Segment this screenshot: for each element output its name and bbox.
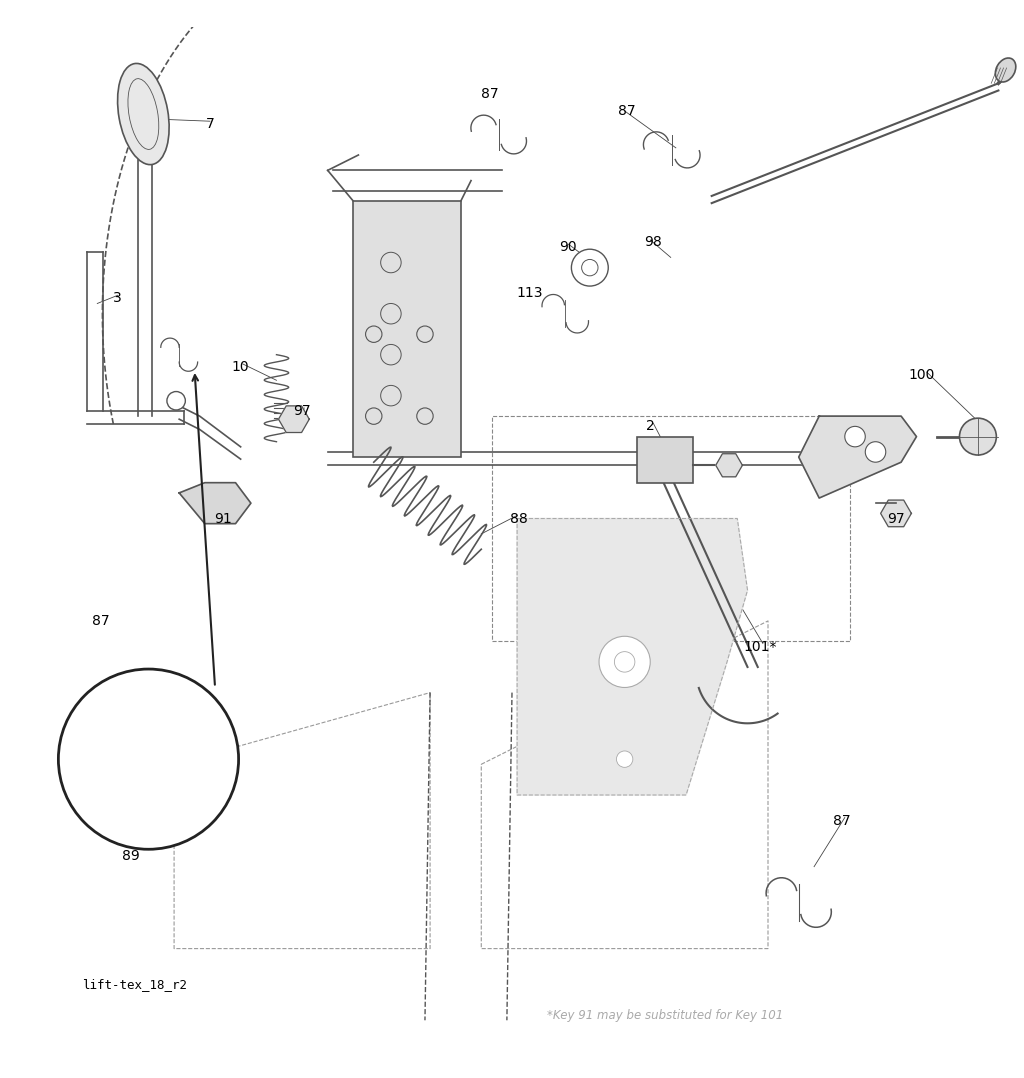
Text: 101*: 101* [743,639,776,653]
Text: 91: 91 [214,512,232,525]
Circle shape [582,260,598,276]
Circle shape [865,442,886,462]
Text: 87: 87 [480,86,499,100]
Polygon shape [716,454,742,476]
Text: 88: 88 [510,512,528,525]
Bar [492,416,850,641]
Text: 97: 97 [887,512,905,525]
Ellipse shape [995,58,1016,82]
Text: 10: 10 [231,360,250,374]
Polygon shape [179,483,251,524]
Text: 100: 100 [908,369,935,383]
Circle shape [167,391,185,410]
Text: lift-tex_18_r2: lift-tex_18_r2 [82,978,187,991]
Circle shape [599,636,650,688]
Circle shape [845,427,865,447]
Circle shape [58,669,239,849]
Text: 90: 90 [559,240,578,254]
Text: 113: 113 [516,287,543,301]
Text: 87: 87 [91,613,110,627]
Circle shape [959,418,996,455]
Circle shape [616,751,633,768]
Text: 3: 3 [114,291,122,305]
Polygon shape [517,519,748,794]
Text: *Key 91 may be substituted for Key 101: *Key 91 may be substituted for Key 101 [548,1009,783,1022]
Bar [637,437,693,483]
Polygon shape [799,416,916,498]
Text: 97: 97 [293,404,311,418]
Polygon shape [279,406,309,432]
Text: 98: 98 [644,235,663,249]
Bar [353,202,461,457]
Ellipse shape [118,64,169,165]
Polygon shape [881,500,911,527]
Text: 87: 87 [617,103,636,118]
Circle shape [614,651,635,672]
Text: 7: 7 [206,118,214,132]
Text: 89: 89 [122,849,140,863]
Text: 87: 87 [833,814,851,828]
Text: 2: 2 [646,419,654,433]
Circle shape [571,249,608,286]
